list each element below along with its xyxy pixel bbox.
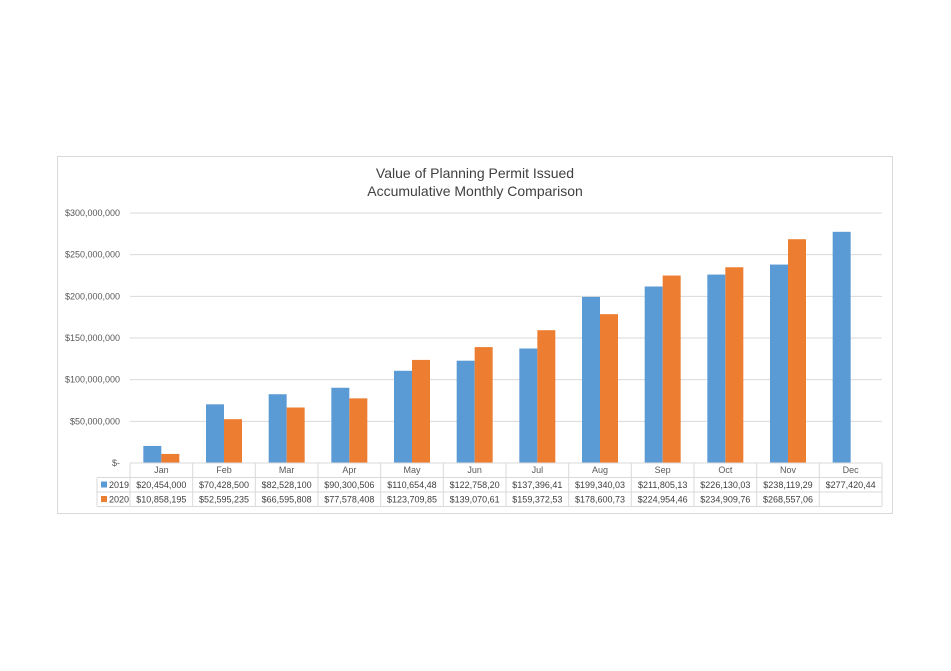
table-cell-2019: $226,130,03: [700, 480, 750, 490]
x-tick-label: Mar: [279, 465, 295, 475]
table-cell-2019: $137,396,41: [512, 480, 562, 490]
bar-2019-Feb: [206, 404, 224, 463]
bar-2019-Oct: [707, 274, 726, 463]
y-tick-label: $50,000,000: [70, 416, 120, 426]
x-tick-label: Jan: [154, 465, 169, 475]
x-tick-label: Dec: [843, 465, 860, 475]
table-cell-2020: $123,709,85: [387, 495, 437, 505]
table-cell-2019: $110,654,48: [387, 480, 436, 490]
bar-2019-Dec: [832, 231, 851, 463]
x-tick-label: Nov: [780, 465, 797, 475]
y-tick-label: $-: [112, 458, 120, 468]
table-cell-2020: $268,557,06: [763, 495, 813, 505]
x-tick-label: Jul: [532, 465, 544, 475]
bar-2020-Jul: [537, 330, 556, 463]
bar-2019-Jul: [519, 348, 538, 463]
table-cell-2020: $159,372,53: [512, 495, 562, 505]
bar-2019-Apr: [331, 387, 350, 463]
bar-2020-Apr: [349, 398, 368, 463]
bar-2020-Sep: [662, 275, 681, 463]
y-axis: $- $50,000,000 $100,000,000 $150,000,000 $20…: [65, 208, 120, 468]
x-tick-label: Sep: [655, 465, 671, 475]
x-tick-label: Feb: [216, 465, 232, 475]
bars: [143, 231, 851, 463]
data-table: Jan Feb Mar Apr May Jun Jul Aug Sep Oct Nov Dec 2019…: [96, 462, 883, 507]
chart-subtitle: Accumulative Monthly Comparison: [367, 183, 583, 199]
table-cell-2020: $234,909,76: [700, 495, 750, 505]
x-tick-label: May: [403, 465, 421, 475]
table-cell-2020: $77,578,408: [324, 495, 374, 505]
bar-2019-Jun: [456, 360, 475, 463]
bar-2020-Aug: [600, 314, 618, 463]
bar-2019-Aug: [582, 296, 600, 463]
bar-2020-Feb: [224, 419, 242, 463]
gridlines: [130, 212, 882, 422]
x-tick-label: Aug: [592, 465, 608, 475]
table-cell-2020: $178,600,73: [575, 495, 625, 505]
table-cell-2019: $122,758,20: [450, 480, 500, 490]
table-cell-2019: $238,119,29: [763, 480, 812, 490]
bar-2020-Oct: [725, 267, 744, 463]
table-cell-2020: $139,070,61: [450, 495, 500, 505]
table-cell-2019: $90,300,506: [324, 480, 374, 490]
y-tick-label: $100,000,000: [65, 375, 120, 385]
bar-2020-Jan: [161, 453, 180, 463]
table-cell-2019: $20,454,000: [136, 480, 186, 490]
bar-2019-Jan: [143, 445, 162, 463]
x-tick-label: Apr: [342, 465, 356, 475]
x-tick-label: Jun: [467, 465, 482, 475]
table-cell-2019: $82,528,100: [262, 480, 312, 490]
bar-2019-Nov: [770, 264, 788, 463]
y-tick-label: $200,000,000: [65, 291, 120, 301]
legend-label-2020: 2020: [109, 495, 129, 505]
bar-2020-Jun: [474, 347, 493, 463]
table-cell-2020: $66,595,808: [262, 495, 312, 505]
legend-label-2019: 2019: [109, 480, 129, 490]
table-cell-2020: $10,858,195: [136, 495, 186, 505]
bar-2019-Sep: [644, 286, 663, 463]
legend-swatch-2020: [101, 496, 107, 502]
y-tick-label: $250,000,000: [65, 250, 120, 260]
bar-2019-Mar: [268, 394, 287, 463]
table-cell-2019: $70,428,500: [199, 480, 249, 490]
legend-swatch-2019: [101, 481, 107, 488]
x-tick-label: Oct: [718, 465, 733, 475]
table-cell-2020: $224,954,46: [638, 495, 688, 505]
table-cell-2020: $52,595,235: [199, 495, 249, 505]
bar-2020-Mar: [286, 407, 305, 463]
bar-2019-May: [394, 370, 412, 463]
y-tick-label: $300,000,000: [65, 208, 120, 218]
bar-2020-May: [412, 359, 430, 463]
table-cell-2019: $277,420,44: [826, 480, 876, 490]
table-cell-2019: $199,340,03: [575, 480, 625, 490]
chart-title: Value of Planning Permit Issued: [376, 165, 574, 181]
y-tick-label: $150,000,000: [65, 333, 120, 343]
table-cell-2019: $211,805,13: [638, 480, 687, 490]
bar-2020-Nov: [788, 239, 806, 463]
